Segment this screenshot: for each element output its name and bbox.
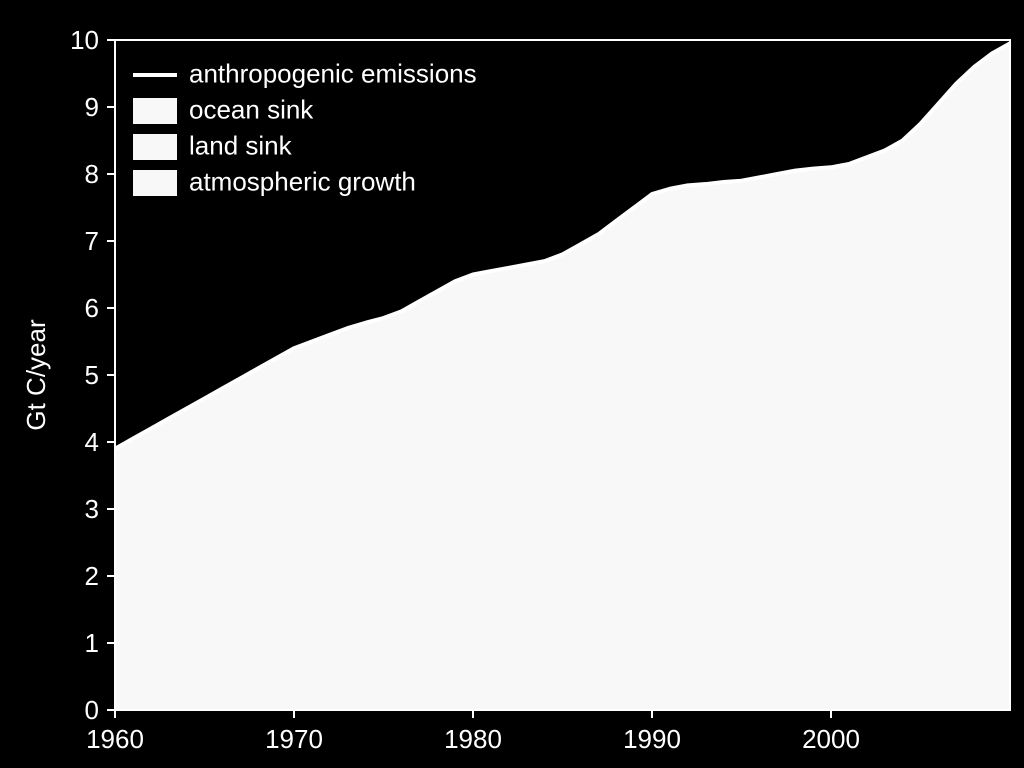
- chart-svg: 1960 1970 1980 1990 2000 0 1 2 3 4 5 6 7 8 9 10 Gt C/yea…: [0, 0, 1024, 768]
- legend-swatch: [133, 98, 177, 124]
- y-tick-label: 2: [85, 561, 99, 591]
- y-tick-label: 10: [70, 25, 99, 55]
- legend-swatch: [133, 134, 177, 160]
- legend-swatch: [133, 170, 177, 196]
- x-tick-label: 1960: [86, 724, 144, 754]
- x-tick-label: 1990: [623, 724, 681, 754]
- x-tick-label: 2000: [802, 724, 860, 754]
- y-tick-label: 9: [85, 92, 99, 122]
- legend-label: anthropogenic emissions: [189, 58, 477, 88]
- y-tick-label: 1: [85, 628, 99, 658]
- legend-label: atmospheric growth: [189, 166, 416, 196]
- y-tick-label: 7: [85, 226, 99, 256]
- legend-label: ocean sink: [189, 94, 314, 124]
- y-tick-label: 5: [85, 360, 99, 390]
- y-axis-label: Gt C/year: [21, 319, 51, 431]
- legend-label: land sink: [189, 130, 293, 160]
- y-tick-label: 0: [85, 695, 99, 725]
- chart-container: 1960 1970 1980 1990 2000 0 1 2 3 4 5 6 7 8 9 10 Gt C/yea…: [0, 0, 1024, 768]
- y-tick-label: 4: [85, 427, 99, 457]
- y-tick-label: 8: [85, 159, 99, 189]
- x-tick-label: 1970: [265, 724, 323, 754]
- x-tick-label: 1980: [444, 724, 502, 754]
- y-tick-label: 3: [85, 494, 99, 524]
- y-tick-label: 6: [85, 293, 99, 323]
